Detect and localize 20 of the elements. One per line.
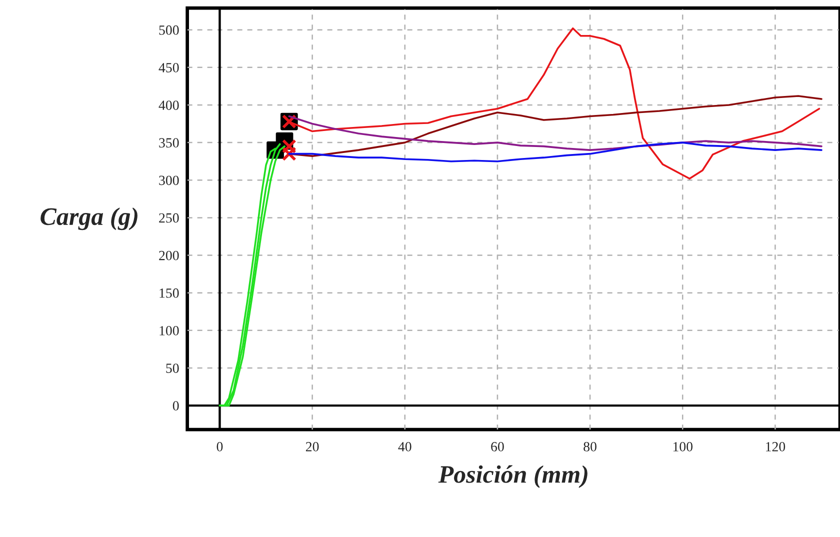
y-tick-label: 50	[166, 364, 179, 373]
x-tick-label: 80	[584, 442, 596, 452]
y-tick-label: 300	[159, 176, 179, 186]
x-axis-title: Posición (mm)	[438, 465, 588, 488]
x-tick-label: 20	[306, 442, 319, 452]
y-axis-title: Carga (g)	[40, 207, 138, 230]
x-tick-label: 0	[216, 442, 223, 452]
y-tick-label: 450	[158, 63, 179, 72]
x-tick-label: 120	[766, 442, 786, 452]
y-tick-label: 400	[158, 100, 179, 110]
x-tick-label: 100	[673, 442, 693, 452]
y-tick-label: 250	[159, 213, 179, 223]
y-tick-label: 150	[160, 288, 179, 298]
y-tick-label: 350	[159, 138, 179, 148]
y-tick-label: 200	[159, 250, 179, 260]
y-tick-label: 0	[172, 401, 179, 411]
x-tick-label: 60	[491, 442, 504, 452]
y-tick-label: 100	[160, 326, 179, 336]
x-tick-label: 40	[398, 442, 412, 452]
y-tick-label: 500	[159, 25, 179, 35]
